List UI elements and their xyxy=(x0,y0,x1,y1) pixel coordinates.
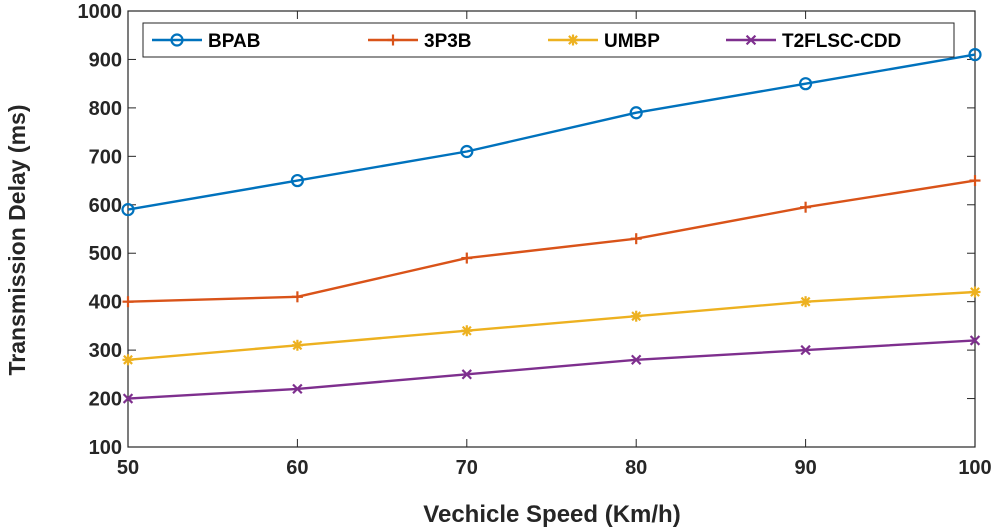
marker-stroke xyxy=(631,311,642,322)
data-point-t2flsc-cdd xyxy=(461,369,472,380)
marker-circle xyxy=(290,173,304,188)
series-line-t2flsc-cdd xyxy=(127,339,976,400)
legend-label: 3P3B xyxy=(424,31,472,52)
legend-label: UMBP xyxy=(604,31,660,52)
legend-marker xyxy=(170,33,184,47)
marker-stroke xyxy=(969,335,981,346)
x-tick-label: 100 xyxy=(958,457,991,479)
legend-entry-umbp: UMBP xyxy=(548,31,660,52)
legend-label: BPAB xyxy=(208,31,260,52)
y-axis-title: Transmission Delay (ms) xyxy=(4,105,30,376)
marker-stroke xyxy=(568,35,578,45)
data-point-t2flsc-cdd xyxy=(631,354,642,365)
data-point-umbp xyxy=(122,354,134,366)
marker-stroke xyxy=(970,287,980,297)
y-tick-label: 600 xyxy=(89,195,122,217)
legend-entry-bpab: BPAB xyxy=(152,31,260,52)
legend-marker xyxy=(745,34,757,46)
data-point-umbp xyxy=(291,339,303,351)
axes: 100 200 300 400 500 600 700 800 900 1000 50 60 70 80 9… xyxy=(78,1,992,479)
y-tick-label: 1000 xyxy=(78,1,123,23)
y-tick-label: 900 xyxy=(89,49,122,71)
marker-circle xyxy=(968,47,982,62)
y-tick-label: 500 xyxy=(89,243,122,265)
marker-stroke xyxy=(292,340,303,351)
marker-stroke xyxy=(800,344,811,356)
legend-marker xyxy=(567,34,579,46)
data-point-umbp xyxy=(800,296,812,308)
y-tick-label: 800 xyxy=(89,98,122,120)
marker-circle xyxy=(798,77,813,91)
data-point-umbp xyxy=(461,325,473,337)
x-tick-label: 70 xyxy=(456,457,478,479)
marker-stroke xyxy=(631,354,642,365)
y-tick-label: 100 xyxy=(89,437,122,459)
y-tick-label: 200 xyxy=(89,389,122,411)
series-line-3p3b xyxy=(127,179,976,303)
data-point-3p3b xyxy=(461,252,473,264)
marker-circle xyxy=(629,106,643,120)
plot-frame xyxy=(127,10,976,448)
marker-circle xyxy=(121,203,135,217)
data-point-bpab xyxy=(968,47,982,62)
marker-stroke xyxy=(123,354,133,365)
marker-stroke xyxy=(800,296,811,307)
series-layer xyxy=(121,47,982,404)
data-point-3p3b xyxy=(291,291,303,303)
y-tick-label: 400 xyxy=(89,292,122,314)
data-point-3p3b xyxy=(630,233,642,245)
x-tick-label: 50 xyxy=(117,457,139,479)
data-point-umbp xyxy=(969,286,981,298)
data-point-t2flsc-cdd xyxy=(122,393,134,404)
marker-stroke xyxy=(461,325,472,336)
x-axis-title: Vechicle Speed (Km/h) xyxy=(423,501,680,528)
marker-stroke xyxy=(461,369,472,380)
data-point-t2flsc-cdd xyxy=(800,344,811,356)
data-point-bpab xyxy=(460,144,474,159)
series-line-umbp xyxy=(127,290,976,361)
x-tick-label: 60 xyxy=(286,457,308,479)
y-tick-label: 700 xyxy=(89,146,122,168)
legend-entry-t2flsc-cdd: T2FLSC-CDD xyxy=(726,31,901,52)
data-point-t2flsc-cdd xyxy=(969,335,981,346)
series-bpab xyxy=(121,47,982,217)
plot-area xyxy=(127,10,976,448)
x-tick-label: 90 xyxy=(794,457,816,479)
data-point-bpab xyxy=(121,203,135,217)
series-line-bpab xyxy=(127,53,976,211)
legend-label: T2FLSC-CDD xyxy=(782,31,901,52)
y-tick-label: 300 xyxy=(89,340,122,362)
data-point-bpab xyxy=(290,173,304,188)
marker-stroke xyxy=(745,34,757,46)
marker-stroke xyxy=(292,383,303,395)
legend-marker xyxy=(387,34,399,46)
data-point-3p3b xyxy=(122,296,134,308)
legend: BPAB 3P3B UMBP T2FLSC-CDD xyxy=(142,22,955,58)
data-point-t2flsc-cdd xyxy=(292,383,303,395)
data-point-3p3b xyxy=(969,175,981,187)
data-point-3p3b xyxy=(800,201,812,213)
x-tick-label: 80 xyxy=(625,457,647,479)
data-point-bpab xyxy=(798,77,813,91)
data-point-bpab xyxy=(629,106,643,120)
marker-circle xyxy=(170,33,184,47)
marker-stroke xyxy=(122,393,134,404)
data-point-umbp xyxy=(630,310,642,322)
series-3p3b xyxy=(122,175,981,308)
marker-circle xyxy=(460,144,474,159)
legend-entry-3p3b: 3P3B xyxy=(368,31,472,52)
series-umbp xyxy=(122,286,981,366)
series-t2flsc-cdd xyxy=(122,335,981,404)
